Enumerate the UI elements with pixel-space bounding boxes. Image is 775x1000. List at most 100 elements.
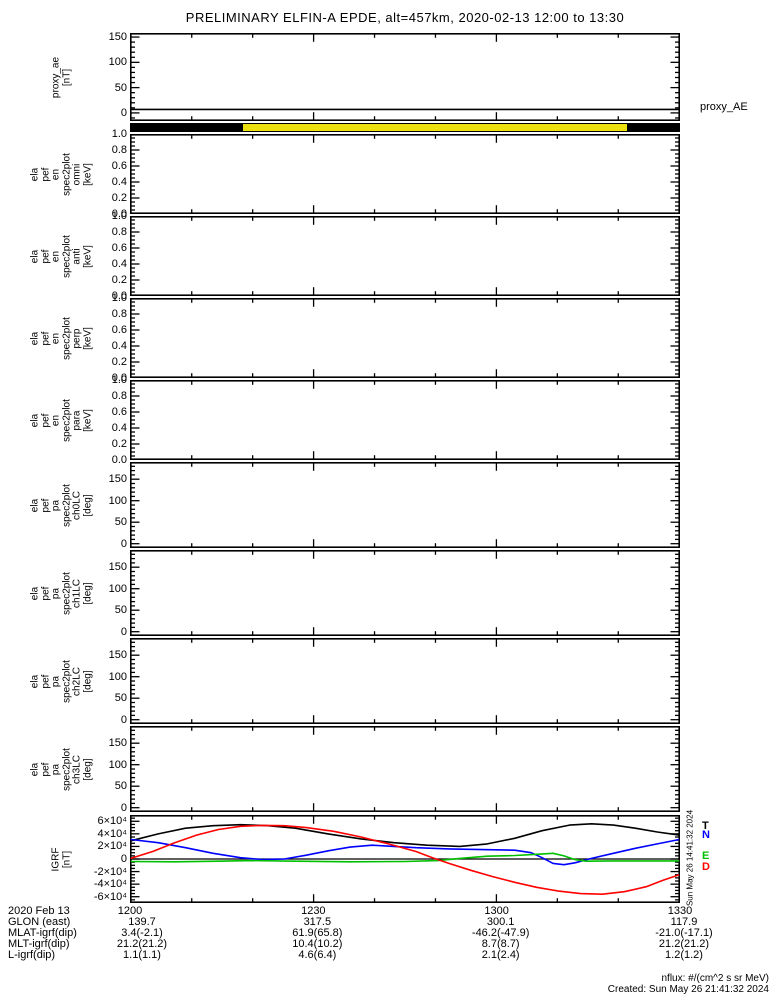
y-tick-label: 6×10⁴: [97, 815, 127, 828]
var-row-value: 317.5: [303, 916, 332, 928]
y-tick-label: 0.4: [111, 258, 127, 270]
y-tick-label: 50: [114, 81, 127, 94]
y-tick-label: 0: [120, 713, 127, 726]
igrf-series-T: [130, 823, 680, 848]
y-tick-label: 0.0: [111, 454, 127, 466]
y-tick-label: 0.2: [111, 192, 127, 204]
panel-frame: [130, 216, 680, 296]
panel-proxy_ae: [130, 33, 680, 121]
igrf-legend-T: T: [702, 820, 709, 832]
y-tick-label: 100: [108, 582, 127, 595]
y-tick-label: 0.2: [111, 438, 127, 450]
y-tick-label: 150: [108, 31, 127, 44]
y-tick-label: 0.0: [111, 208, 127, 220]
panel-frame: [130, 298, 680, 378]
y-tick-label: 100: [108, 758, 127, 771]
var-row-label: MLAT-igrf(dip): [8, 927, 77, 939]
y-tick-label: 0: [120, 625, 127, 638]
y-tick-label: 150: [108, 561, 127, 574]
y-tick-label: 0.6: [111, 242, 127, 254]
y-tick-label: 100: [108, 670, 127, 683]
panel-frame: [130, 33, 680, 121]
y-tick-label: 150: [108, 737, 127, 750]
var-row-value: 1.1(1.1): [123, 949, 161, 961]
y-tick-label: 1.0: [111, 210, 127, 222]
var-row-value: 61.9(65.8): [292, 927, 343, 939]
var-row-value: 117.9: [670, 916, 698, 928]
y-tick-label: 0: [120, 853, 127, 865]
y-tick-label: 1.0: [111, 128, 127, 140]
panel-pa-ch3LC: [130, 726, 680, 812]
y-tick-label: 150: [108, 473, 127, 486]
y-tick-label: 150: [108, 649, 127, 662]
y-tick-label: 0.4: [111, 176, 127, 188]
igrf-series-D: [130, 824, 680, 895]
side-timestamp: Sun May 26 14:41:32 2024: [685, 809, 695, 907]
y-tick-label: 0.2: [111, 356, 127, 368]
y-tick-label: 0.6: [111, 160, 127, 172]
y-tick-label: 0.8: [111, 308, 127, 320]
var-row-value: 10.4(10.2): [292, 938, 343, 950]
y-tick-label: 0.2: [111, 274, 127, 286]
y-axis-label-line: ela: [29, 762, 41, 776]
igrf-legend-N: N: [702, 829, 710, 841]
y-tick-label: -2×10⁴: [93, 865, 127, 878]
data-availability-bar: [130, 123, 680, 132]
y-tick-label: 0.0: [111, 372, 127, 384]
y-tick-label: 1.0: [111, 374, 127, 386]
x-tick-label: 1200: [117, 905, 143, 917]
igrf-legend-D: D: [702, 861, 710, 873]
var-row-value: 8.7(8.7): [481, 938, 520, 950]
panel-frame: [130, 134, 680, 214]
igrf-series-N: [130, 838, 680, 866]
var-row-value: 21.2(21.2): [116, 938, 168, 950]
status-bar-segment: [627, 124, 680, 131]
y-tick-label: 0: [120, 106, 127, 119]
y-tick-label: 50: [114, 516, 127, 529]
var-row-label: GLON (east): [8, 916, 71, 928]
var-row-value: -21.0(-17.1): [655, 927, 713, 939]
panel-igrf: [130, 815, 680, 903]
y-tick-label: -4×10⁴: [93, 878, 127, 891]
var-row-value: 1.2(1.2): [665, 949, 703, 961]
y-tick-label: 0.6: [111, 406, 127, 418]
panel-frame: [130, 638, 680, 724]
igrf-series-E: [130, 852, 680, 863]
y-tick-label: 50: [114, 780, 127, 793]
panel-frame: [130, 726, 680, 812]
y-tick-label: 0.4: [111, 340, 127, 352]
plot-title: PRELIMINARY ELFIN-A EPDE, alt=457km, 202…: [185, 10, 625, 25]
var-row-value: 139.7: [128, 916, 156, 928]
panel-frame: [130, 462, 680, 548]
proxy-ae-line-label: proxy_AE: [700, 101, 748, 113]
y-tick-label: 0.6: [111, 324, 127, 336]
panel-frame: [130, 380, 680, 460]
var-row-value: 2.1(2.4): [481, 949, 520, 961]
var-row-label: L-igrf(dip): [8, 949, 56, 961]
y-tick-label: 1.0: [111, 292, 127, 304]
y-tick-label: 50: [114, 692, 127, 705]
var-row-value: 21.2(21.2): [658, 938, 710, 950]
y-tick-label: 100: [108, 494, 127, 507]
panel-frame: [130, 550, 680, 636]
y-tick-label: 0: [120, 537, 127, 550]
created-timestamp: Created: Sun May 26 21:41:32 2024: [607, 984, 769, 995]
status-bar-segment: [242, 124, 628, 131]
x-axis-date-label: 2020 Feb 13: [8, 905, 70, 917]
x-tick-label: 1330: [667, 905, 693, 917]
panel-en-anti: [130, 216, 680, 296]
y-tick-label: 0: [120, 801, 127, 814]
var-row-value: 4.6(6.4): [298, 949, 337, 961]
status-bar-segment: [130, 124, 243, 131]
panel-en-perp: [130, 298, 680, 378]
var-row-value: -46.2(-47.9): [471, 927, 530, 939]
y-tick-label: 100: [108, 56, 127, 69]
panel-pa-ch2LC: [130, 638, 680, 724]
x-tick-label: 1300: [484, 905, 509, 917]
panel-pa-ch1LC: [130, 550, 680, 636]
y-tick-label: 4×10⁴: [97, 827, 127, 840]
y-tick-label: 50: [114, 604, 127, 617]
y-tick-label: -6×10⁴: [93, 890, 127, 903]
y-tick-label: 0.8: [111, 226, 127, 238]
y-tick-label: 0.4: [111, 422, 127, 434]
